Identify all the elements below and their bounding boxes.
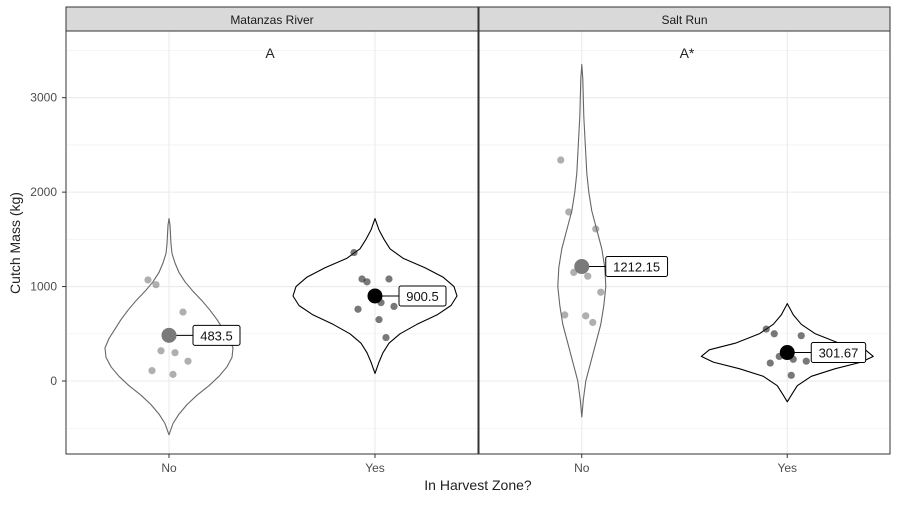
mean-label: 900.5: [406, 289, 439, 304]
data-point: [797, 332, 805, 340]
mean-point: [161, 327, 177, 343]
data-point: [152, 281, 160, 289]
facet-strip-label: Salt Run: [661, 13, 707, 27]
data-point: [592, 225, 600, 233]
y-tick-label: 1000: [30, 280, 57, 294]
y-tick-label: 3000: [30, 91, 57, 105]
data-point: [584, 272, 592, 280]
data-point: [350, 248, 358, 257]
panel-background: [66, 31, 478, 454]
data-point: [770, 330, 778, 338]
data-point: [363, 278, 371, 286]
data-point: [589, 318, 597, 327]
data-point: [762, 325, 770, 333]
mean-point: [367, 288, 383, 304]
mean-label: 301.67: [819, 346, 859, 361]
data-point: [766, 359, 774, 367]
mean-point: [779, 345, 795, 361]
facet-strip-label: Matanzas River: [230, 13, 313, 27]
data-point: [787, 371, 795, 379]
data-point: [169, 370, 177, 378]
data-point: [565, 208, 573, 216]
mean-point: [574, 259, 590, 275]
panel-border: [478, 30, 891, 455]
x-tick-label: Yes: [777, 461, 797, 475]
data-point: [582, 312, 590, 320]
mean-label: 1212.15: [613, 260, 660, 275]
violin-shape: [557, 64, 607, 418]
data-point: [557, 156, 565, 164]
facet-strip: [65, 6, 479, 32]
significance-annotation: A*: [680, 45, 695, 61]
x-tick-label: No: [161, 461, 177, 475]
data-point: [179, 308, 187, 316]
y-tick-label: 0: [50, 374, 57, 388]
data-point: [382, 333, 390, 342]
data-point: [561, 311, 569, 319]
data-point: [184, 357, 192, 365]
mean-label-box: [810, 342, 867, 364]
data-point: [385, 275, 393, 283]
data-point: [375, 316, 383, 324]
data-point: [597, 288, 605, 296]
data-point: [171, 349, 179, 357]
data-point: [157, 347, 165, 355]
mean-label-box: [192, 324, 241, 346]
x-tick-label: No: [574, 461, 590, 475]
x-tick-label: Yes: [365, 461, 385, 475]
panel-background: [479, 31, 890, 454]
y-tick-label: 2000: [30, 185, 57, 199]
mean-label-box: [605, 256, 669, 278]
violin-shape: [700, 303, 874, 403]
data-point: [354, 305, 362, 313]
mean-label: 483.5: [200, 328, 233, 343]
data-point: [148, 367, 156, 375]
significance-annotation: A: [265, 45, 275, 61]
x-axis-title: In Harvest Zone?: [424, 477, 532, 493]
violin-shape: [292, 218, 458, 374]
data-point: [802, 357, 810, 365]
y-axis-title: Cutch Mass (kg): [7, 192, 23, 294]
panel-border: [65, 30, 479, 455]
violin-shape: [104, 218, 234, 436]
data-point: [144, 276, 152, 284]
data-point: [390, 302, 398, 310]
facet-strip: [478, 6, 891, 32]
mean-label-box: [398, 285, 447, 307]
